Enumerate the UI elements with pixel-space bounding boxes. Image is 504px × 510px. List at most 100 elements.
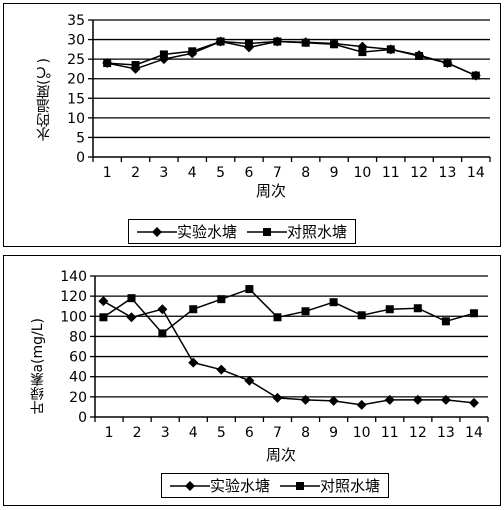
series-line-control: [107, 40, 477, 77]
x-tick-label: 4: [188, 165, 197, 181]
x-tick-label: 8: [301, 165, 310, 181]
y-tick-label: 30: [67, 33, 85, 49]
x-tick-label: 13: [439, 165, 457, 181]
y-tick-label: 40: [69, 370, 87, 386]
x-tick-label: 5: [216, 165, 225, 181]
x-tick-label: 11: [382, 165, 400, 181]
x-tick-label: 13: [437, 425, 455, 441]
y-tick-label: 120: [60, 289, 87, 305]
y-tick-label: 20: [69, 390, 87, 406]
x-tick-label: 3: [159, 165, 168, 181]
x-tick-label: 14: [465, 425, 483, 441]
data-point-control: [127, 294, 136, 303]
data-point-control: [244, 39, 253, 48]
x-tick-label: 7: [273, 425, 282, 441]
y-tick-label: 0: [76, 150, 85, 166]
data-point-control: [301, 307, 310, 316]
data-point-control: [358, 48, 367, 57]
legend-label-experiment: 实验水塘: [177, 223, 238, 241]
legend-label-control: 对照水塘: [320, 477, 381, 495]
data-point-control: [415, 52, 424, 61]
data-point-experiment: [272, 392, 283, 403]
data-point-experiment: [468, 397, 479, 408]
x-tick-label: 2: [131, 165, 140, 181]
x-tick-label: 1: [103, 165, 112, 181]
diamond-marker-icon: [170, 480, 210, 491]
data-point-experiment: [440, 394, 451, 405]
chlorophyll-y-axis-label: 叶绿素a(mg/L): [30, 318, 46, 415]
x-tick-label: 5: [217, 425, 226, 441]
data-point-control: [273, 37, 282, 46]
y-tick-label: 35: [67, 13, 85, 29]
data-point-experiment: [356, 399, 367, 410]
data-point-experiment: [188, 357, 199, 368]
data-point-control: [301, 38, 310, 47]
data-point-control: [158, 329, 167, 338]
data-point-experiment: [384, 394, 395, 405]
data-point-experiment: [244, 375, 255, 386]
data-point-experiment: [157, 304, 168, 315]
y-tick-label: 140: [60, 269, 87, 285]
x-tick-label: 11: [381, 425, 399, 441]
y-tick-label: 60: [69, 350, 87, 366]
data-point-experiment: [300, 394, 311, 405]
square-marker-icon: [280, 481, 321, 490]
data-point-control: [413, 304, 422, 313]
x-tick-label: 6: [245, 165, 254, 181]
x-tick-label: 9: [330, 165, 339, 181]
y-tick-label: 10: [67, 111, 85, 127]
data-point-control: [386, 45, 395, 54]
y-tick-label: 15: [67, 91, 85, 107]
data-point-control: [217, 295, 226, 304]
legend-label-experiment: 实验水塘: [210, 477, 271, 495]
legend-item-control: 对照水塘: [280, 475, 380, 496]
x-tick-label: 12: [410, 165, 428, 181]
temperature-x-axis-label: 周次: [256, 182, 287, 200]
data-point-experiment: [126, 312, 137, 323]
data-point-control: [159, 50, 168, 59]
y-tick-label: 20: [67, 72, 85, 88]
x-tick-label: 6: [245, 425, 254, 441]
data-point-control: [329, 298, 338, 307]
data-point-control: [103, 59, 112, 68]
data-point-control: [188, 47, 197, 56]
x-tick-label: 3: [161, 425, 170, 441]
data-point-control: [99, 313, 108, 322]
x-tick-label: 4: [189, 425, 198, 441]
data-point-control: [385, 305, 394, 314]
y-tick-label: 100: [60, 309, 87, 325]
x-tick-label: 14: [467, 165, 485, 181]
x-tick-label: 8: [301, 425, 310, 441]
legend-label-control: 对照水塘: [287, 223, 348, 241]
square-marker-icon: [247, 227, 288, 236]
temperature-y-axis-label: 水的温度(℃): [36, 58, 52, 141]
x-tick-label: 12: [409, 425, 427, 441]
data-point-experiment: [98, 296, 109, 307]
x-tick-label: 9: [329, 425, 338, 441]
legend-item-experiment: 实验水塘: [137, 221, 237, 242]
chlorophyll-x-axis-label: 周次: [266, 446, 297, 464]
y-tick-label: 5: [76, 130, 85, 146]
x-tick-label: 7: [273, 165, 282, 181]
data-point-control: [357, 311, 366, 320]
x-tick-label: 10: [353, 425, 371, 441]
data-point-control: [131, 61, 140, 70]
x-tick-label: 1: [105, 425, 114, 441]
x-tick-label: 10: [353, 165, 371, 181]
legend-item-control: 对照水塘: [247, 221, 347, 242]
data-point-control: [443, 59, 452, 68]
legend-item-experiment: 实验水塘: [170, 475, 270, 496]
y-tick-label: 0: [78, 410, 87, 426]
data-point-control: [245, 285, 254, 294]
data-point-experiment: [412, 394, 423, 405]
temperature-legend: 实验水塘 对照水塘: [128, 219, 357, 244]
x-tick-label: 2: [133, 425, 142, 441]
y-tick-label: 25: [67, 52, 85, 68]
data-point-experiment: [328, 395, 339, 406]
chlorophyll-legend: 实验水塘 对照水塘: [161, 473, 390, 498]
data-point-control: [330, 40, 339, 49]
data-point-control: [273, 313, 282, 322]
series-line-control: [102, 288, 475, 335]
